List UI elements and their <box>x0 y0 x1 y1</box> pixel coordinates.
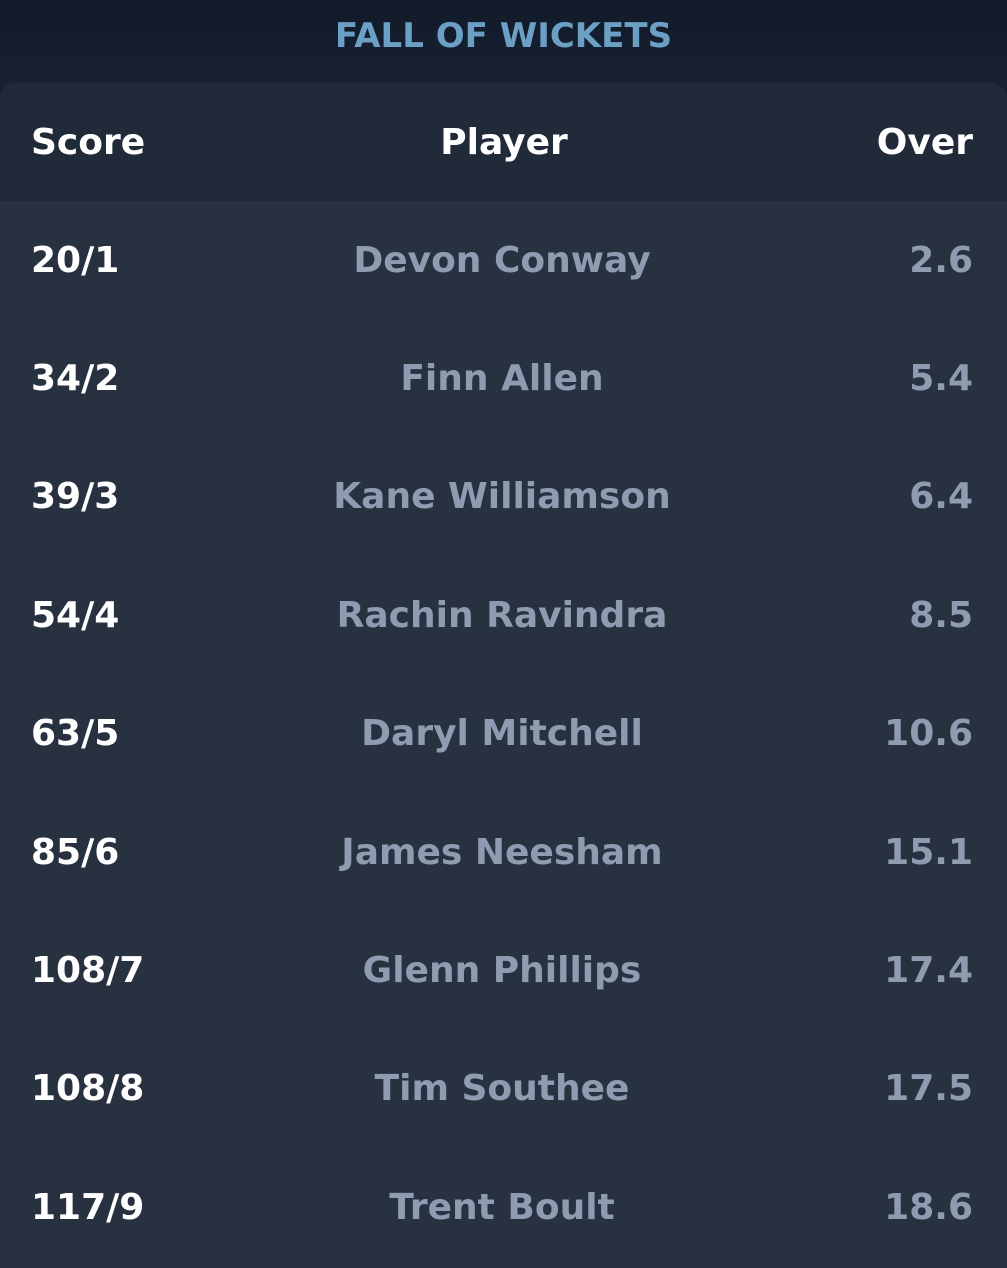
score-cell: 54/4 <box>31 594 120 636</box>
score-cell: 63/5 <box>31 713 120 755</box>
over-cell: 17.5 <box>884 1068 973 1110</box>
player-cell[interactable]: Glenn Phillips <box>362 950 642 992</box>
player-cell[interactable]: Daryl Mitchell <box>361 713 643 755</box>
table-row: 117/9 Trent Boult 18.6 <box>0 1148 1007 1266</box>
over-cell: 8.5 <box>909 594 973 636</box>
fall-of-wickets-table: Score Player Over 20/1 Devon Conway 2.6 … <box>0 83 1007 1268</box>
table-row: 108/8 Tim Southee 17.5 <box>0 1030 1007 1148</box>
over-cell: 15.1 <box>884 831 973 873</box>
score-cell: 108/7 <box>31 950 145 992</box>
score-cell: 108/8 <box>31 1068 145 1110</box>
over-cell: 2.6 <box>909 239 973 281</box>
player-cell[interactable]: Kane Williamson <box>333 476 671 518</box>
score-cell: 34/2 <box>31 358 120 400</box>
player-cell[interactable]: Finn Allen <box>400 358 604 400</box>
header-player: Player <box>440 121 568 163</box>
player-cell[interactable]: Rachin Ravindra <box>336 594 668 636</box>
table-row: 63/5 Daryl Mitchell 10.6 <box>0 675 1007 793</box>
score-cell: 39/3 <box>31 476 120 518</box>
table-row: 34/2 Finn Allen 5.4 <box>0 319 1007 437</box>
over-cell: 17.4 <box>884 950 973 992</box>
score-cell: 117/9 <box>31 1186 145 1228</box>
header-score: Score <box>31 121 146 163</box>
table-row: 20/1 Devon Conway 2.6 <box>0 201 1007 319</box>
table-row: 85/6 James Neesham 15.1 <box>0 793 1007 911</box>
over-cell: 10.6 <box>884 713 973 755</box>
table-row: 39/3 Kane Williamson 6.4 <box>0 438 1007 556</box>
table-row: 108/7 Glenn Phillips 17.4 <box>0 911 1007 1029</box>
player-cell[interactable]: Trent Boult <box>389 1186 615 1228</box>
player-cell[interactable]: James Neesham <box>341 831 663 873</box>
section-title: FALL OF WICKETS <box>334 16 673 56</box>
table-header: Score Player Over <box>0 83 1007 201</box>
over-cell: 6.4 <box>909 476 973 518</box>
score-cell: 85/6 <box>31 831 120 873</box>
over-cell: 18.6 <box>884 1186 973 1228</box>
player-cell[interactable]: Tim Southee <box>374 1068 630 1110</box>
score-cell: 20/1 <box>31 239 120 281</box>
header-over: Over <box>876 121 973 163</box>
player-cell[interactable]: Devon Conway <box>353 239 651 281</box>
over-cell: 5.4 <box>909 358 973 400</box>
table-row: 54/4 Rachin Ravindra 8.5 <box>0 556 1007 674</box>
